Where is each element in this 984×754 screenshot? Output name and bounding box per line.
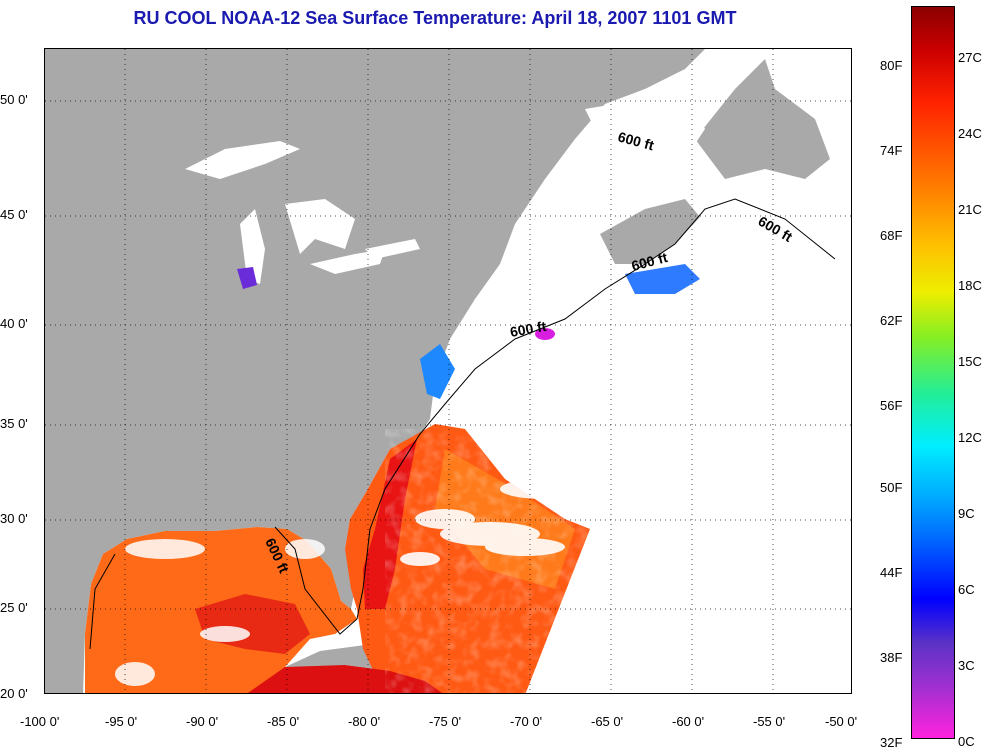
lat-label-20: 20 0' [0,686,28,701]
isobath-600ft [356,198,836,620]
great-lakes [185,141,420,284]
cb-f-44: 44F [880,565,903,580]
contour-label-2: 600 ft [756,213,796,245]
lon-label-80: -80 0' [348,714,381,729]
lat-label-50: 50 0' [0,92,28,107]
cb-c-12: 12C [958,430,982,445]
cb-f-74: 74F [880,143,903,158]
lon-label-65: -65 0' [591,714,624,729]
lat-label-45: 45 0' [0,207,28,222]
cb-f-80: 80F [880,58,903,73]
cb-f-56: 56F [880,398,903,413]
speckle-texture [385,429,605,693]
sst-coastal-cool [420,344,455,399]
lon-label-55: -55 0' [753,714,786,729]
gulf-st-lawrence [585,99,705,169]
cb-c-21: 21C [958,202,982,217]
cb-c-24: 24C [958,126,982,141]
lat-label-35: 35 0' [0,416,28,431]
map-canvas: 600 ft 600 ft 600 ft 600 ft 600 ft [45,49,851,693]
sst-map: 600 ft 600 ft 600 ft 600 ft 600 ft [44,48,852,694]
lon-label-70: -70 0' [510,714,543,729]
cb-c-18: 18C [958,278,982,293]
lon-label-50: -50 0' [825,714,858,729]
land-maritimes [600,199,700,264]
cb-c-15: 15C [958,354,982,369]
lon-label-85: -85 0' [267,714,300,729]
lat-label-25: 25 0' [0,600,28,615]
isobath-gulf [89,526,358,650]
lon-label-60: -60 0' [672,714,705,729]
cb-f-68: 68F [880,228,903,243]
lat-label-30: 30 0' [0,511,28,526]
cb-c-27: 27C [958,50,982,65]
cb-c-6: 6C [958,582,975,597]
lat-label-40: 40 0' [0,316,28,331]
cb-f-32: 32F [880,735,903,750]
lon-label-90: -90 0' [186,714,219,729]
cb-f-62: 62F [880,313,903,328]
cb-f-50: 50F [880,480,903,495]
sst-scotian-shelf [625,264,700,294]
gulf-clouds [115,539,325,686]
contour-label-4: 600 ft [509,318,548,340]
lon-label-95: -95 0' [105,714,138,729]
cb-c-9: 9C [958,506,975,521]
land-newfoundland [695,59,830,179]
cb-f-38: 38F [880,650,903,665]
lon-label-75: -75 0' [429,714,462,729]
temperature-colorbar [911,6,955,739]
lon-label-100: -100 0' [20,714,60,729]
sst-lake-michigan-cold [237,267,257,289]
sst-cold-patch [535,328,555,340]
cb-c-3: 3C [958,658,975,673]
cb-c-0: 0C [958,734,975,749]
land-north-america [45,49,705,693]
map-title: RU COOL NOAA-12 Sea Surface Temperature:… [133,8,737,28]
